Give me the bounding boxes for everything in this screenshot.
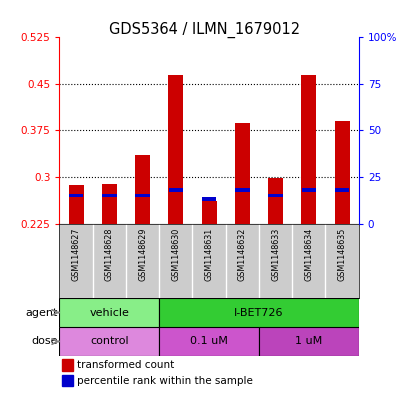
Bar bbox=[59, 327, 159, 356]
Text: 0.1 uM: 0.1 uM bbox=[190, 336, 227, 347]
Bar bbox=[201, 197, 216, 201]
Text: GSM1148633: GSM1148633 bbox=[270, 227, 279, 281]
Bar bbox=[135, 194, 150, 197]
Text: GSM1148630: GSM1148630 bbox=[171, 227, 180, 281]
Text: GSM1148631: GSM1148631 bbox=[204, 227, 213, 281]
Text: agent: agent bbox=[25, 307, 58, 318]
Text: GSM1148635: GSM1148635 bbox=[337, 227, 346, 281]
Bar bbox=[135, 155, 150, 224]
Bar bbox=[168, 75, 183, 224]
Text: GSM1148629: GSM1148629 bbox=[138, 227, 147, 281]
Bar bbox=[62, 359, 73, 371]
Bar bbox=[102, 194, 117, 197]
Bar bbox=[101, 184, 117, 224]
Text: 1 uM: 1 uM bbox=[294, 336, 322, 347]
Bar bbox=[159, 298, 358, 327]
Bar bbox=[234, 123, 249, 224]
Bar bbox=[159, 327, 258, 356]
Text: GDS5364 / ILMN_1679012: GDS5364 / ILMN_1679012 bbox=[109, 22, 300, 38]
Bar bbox=[267, 194, 282, 197]
Bar bbox=[334, 121, 349, 224]
Bar bbox=[258, 327, 358, 356]
Text: GSM1148628: GSM1148628 bbox=[105, 227, 114, 281]
Bar bbox=[168, 188, 183, 192]
Bar bbox=[201, 200, 216, 224]
Bar bbox=[301, 188, 315, 192]
Bar bbox=[234, 188, 249, 192]
Bar bbox=[69, 194, 83, 197]
Text: GSM1148632: GSM1148632 bbox=[237, 227, 246, 281]
Bar bbox=[334, 188, 348, 192]
Text: percentile rank within the sample: percentile rank within the sample bbox=[77, 376, 253, 386]
Bar bbox=[62, 375, 73, 386]
Bar bbox=[68, 185, 83, 224]
Text: control: control bbox=[90, 336, 128, 347]
Text: GSM1148627: GSM1148627 bbox=[72, 227, 81, 281]
Text: transformed count: transformed count bbox=[77, 360, 174, 370]
Text: GSM1148634: GSM1148634 bbox=[303, 227, 312, 281]
Text: vehicle: vehicle bbox=[89, 307, 129, 318]
Text: I-BET726: I-BET726 bbox=[234, 307, 283, 318]
Bar bbox=[267, 178, 282, 224]
Bar bbox=[59, 298, 159, 327]
Bar bbox=[301, 75, 316, 224]
Text: dose: dose bbox=[31, 336, 58, 347]
